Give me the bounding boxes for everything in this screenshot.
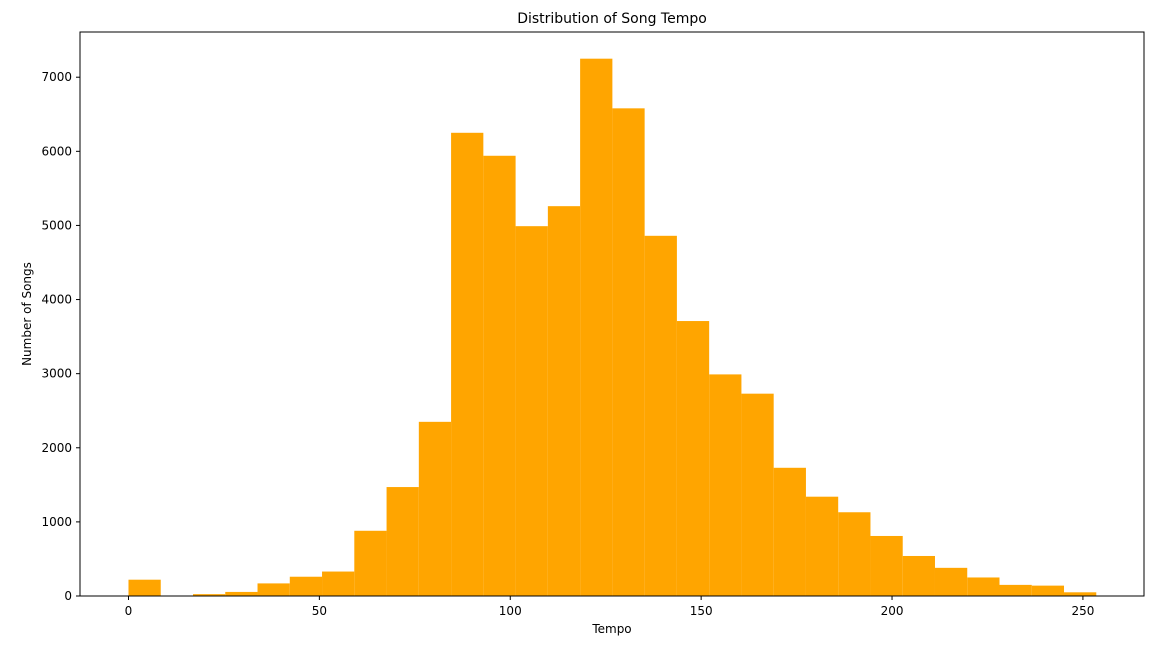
- histogram-bar: [193, 594, 226, 596]
- histogram-bar: [644, 235, 677, 596]
- histogram-bar: [580, 58, 613, 597]
- y-tick-label: 7000: [41, 70, 72, 84]
- histogram-bar: [386, 487, 419, 596]
- y-tick-label: 3000: [41, 367, 72, 381]
- histogram-bar: [1064, 592, 1097, 596]
- y-tick-label: 0: [64, 589, 72, 603]
- y-tick-label: 6000: [41, 144, 72, 158]
- x-tick-label: 250: [1071, 604, 1094, 618]
- bars-group: [128, 58, 1097, 597]
- histogram-bar: [1031, 585, 1065, 596]
- x-axis-label: Tempo: [591, 622, 631, 636]
- histogram-bar: [289, 576, 323, 596]
- x-tick-label: 200: [881, 604, 904, 618]
- histogram-bar: [805, 496, 839, 596]
- y-axis-label: Number of Songs: [20, 262, 34, 366]
- histogram-bar: [838, 512, 871, 596]
- chart-title: Distribution of Song Tempo: [517, 11, 707, 27]
- histogram-bar: [934, 567, 968, 596]
- histogram-bar: [676, 321, 710, 596]
- y-tick-label: 5000: [41, 218, 72, 232]
- histogram-bar: [547, 206, 581, 596]
- histogram-bar: [773, 467, 806, 596]
- histogram-bar: [515, 226, 548, 596]
- y-tick-label: 2000: [41, 441, 72, 455]
- histogram-bar: [741, 393, 774, 596]
- histogram-bar: [612, 108, 645, 597]
- y-tick-label: 4000: [41, 293, 72, 307]
- x-tick-label: 100: [499, 604, 522, 618]
- histogram-bar: [418, 421, 452, 596]
- histogram-bar: [999, 584, 1032, 596]
- histogram-bar: [709, 374, 742, 596]
- plot-frame: [79, 31, 1145, 597]
- x-tick-label: 0: [125, 604, 133, 618]
- histogram-bar: [902, 555, 935, 596]
- y-tick-label: 1000: [41, 515, 72, 529]
- histogram-bar: [322, 571, 355, 596]
- x-tick-label: 150: [690, 604, 713, 618]
- histogram-bar: [257, 583, 290, 596]
- x-axis-ticks: 0 50 100 150 200 250: [125, 596, 1094, 618]
- histogram-bar: [354, 530, 387, 596]
- histogram-bar: [483, 155, 516, 596]
- histogram-bar: [128, 579, 161, 596]
- histogram-bar: [451, 132, 484, 596]
- histogram-bar: [225, 591, 258, 596]
- histogram-bar: [967, 577, 1000, 596]
- y-axis-ticks: 0 1000 2000 3000 4000 5000 6000 7000: [41, 70, 80, 603]
- histogram-bar: [870, 535, 903, 596]
- x-tick-label: 50: [312, 604, 327, 618]
